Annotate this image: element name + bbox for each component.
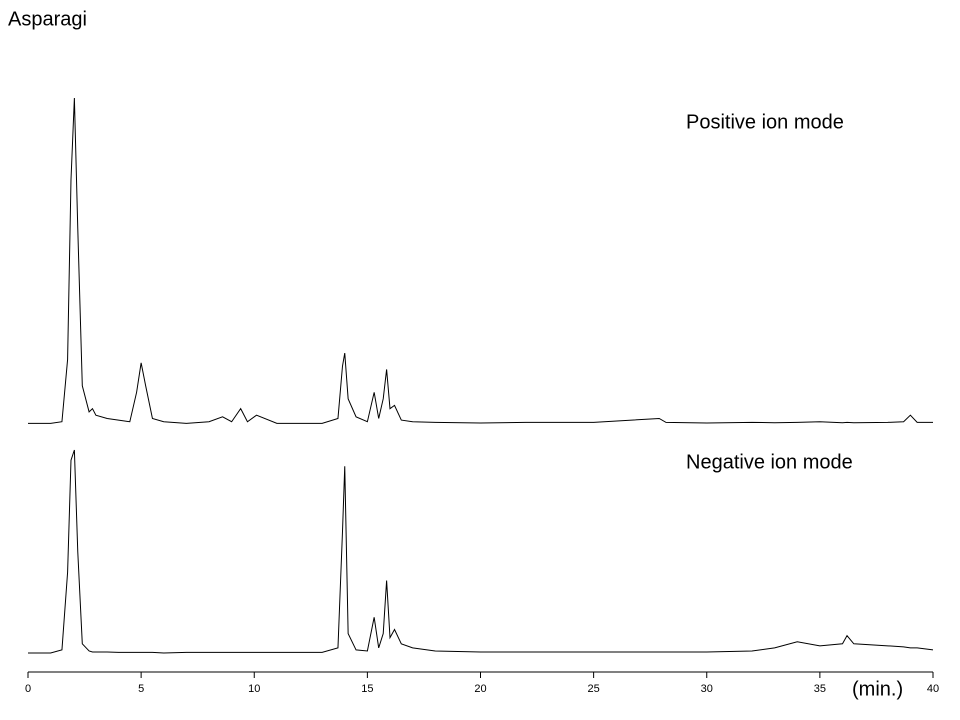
x-tick-label: 25 [588, 683, 600, 695]
x-tick-label: 35 [814, 683, 826, 695]
x-tick-label: 10 [248, 683, 260, 695]
x-tick-label: 20 [474, 683, 486, 695]
x-tick-label: 5 [138, 683, 144, 695]
trace [28, 97, 933, 424]
trace-label: Negative ion mode [686, 451, 853, 473]
x-tick-label: 30 [701, 683, 713, 695]
x-axis-label: (min.) [852, 678, 903, 700]
x-tick-label: 15 [361, 683, 373, 695]
trace-label: Positive ion mode [686, 111, 844, 133]
trace [28, 449, 934, 654]
chart-title: Asparagi [8, 8, 87, 30]
x-tick-label: 0 [25, 683, 31, 695]
x-tick-label: 40 [927, 683, 939, 695]
